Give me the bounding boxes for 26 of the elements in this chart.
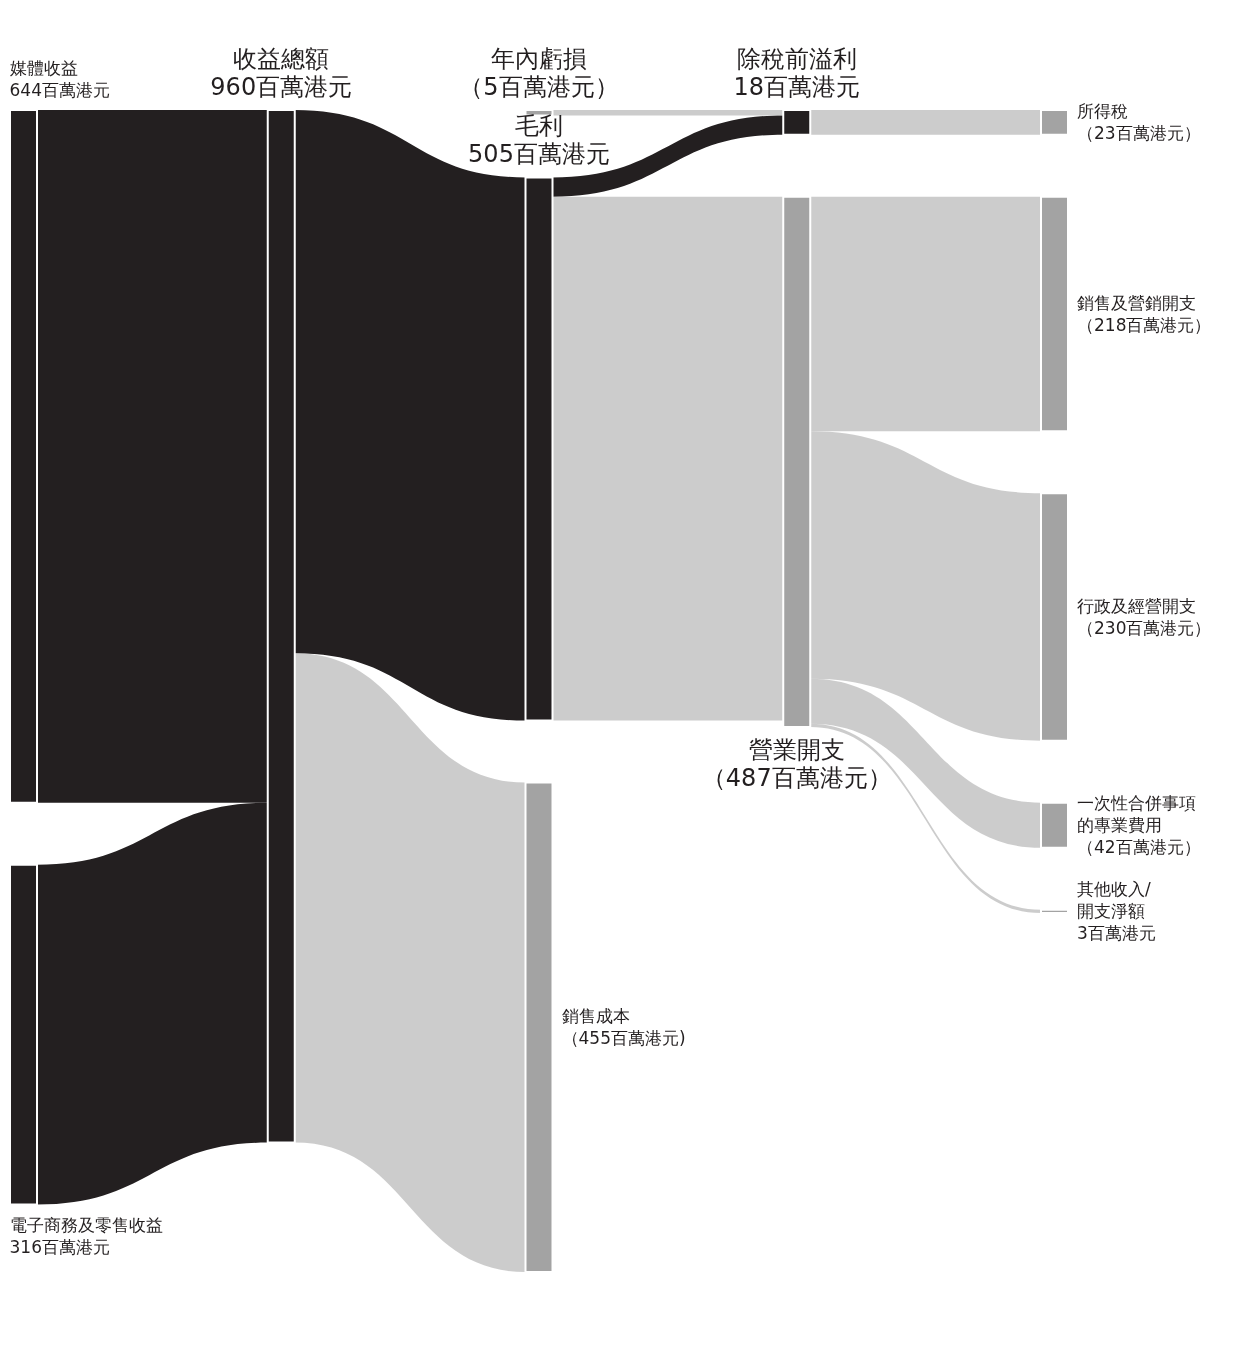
data-label: 960百萬港元 — [210, 73, 353, 101]
category-label: 銷售成本 — [561, 1006, 630, 1027]
category-label: 營業開支 — [748, 736, 845, 765]
data-label: 644百萬港元 — [9, 80, 110, 100]
category-label: 所得稅 — [1077, 101, 1128, 122]
category-label: 一次性合併事項的專業費用 — [1077, 793, 1196, 836]
category-label: 除稅前溢利 — [736, 45, 857, 73]
data-label: 505百萬港元 — [468, 140, 610, 169]
category-label: 銷售及營銷開支 — [1077, 292, 1196, 313]
data-label: （230百萬港元） — [1077, 617, 1212, 638]
data-label: （487百萬港元） — [701, 764, 892, 793]
category-label: 其他收入/開支淨額 — [1077, 879, 1151, 922]
category-label: 收益總額 — [233, 45, 330, 73]
data-label: 316百萬港元 — [9, 1236, 110, 1257]
data-label: （23百萬港元） — [1077, 123, 1201, 144]
category-label: 毛利 — [515, 112, 563, 141]
data-label: （218百萬港元） — [1077, 314, 1212, 335]
data-label: 3百萬港元 — [1077, 923, 1156, 944]
category-label: 年內虧損 — [491, 45, 587, 73]
data-label: （5百萬港元） — [459, 73, 619, 101]
data-label: 18百萬港元 — [733, 73, 861, 101]
data-label: （455百萬港元) — [561, 1028, 686, 1049]
category-label: 行政及經營開支 — [1077, 595, 1196, 616]
data-label: （42百萬港元） — [1077, 837, 1201, 858]
category-label: 媒體收益 — [9, 58, 78, 78]
category-label: 電子商務及零售收益 — [9, 1214, 163, 1235]
